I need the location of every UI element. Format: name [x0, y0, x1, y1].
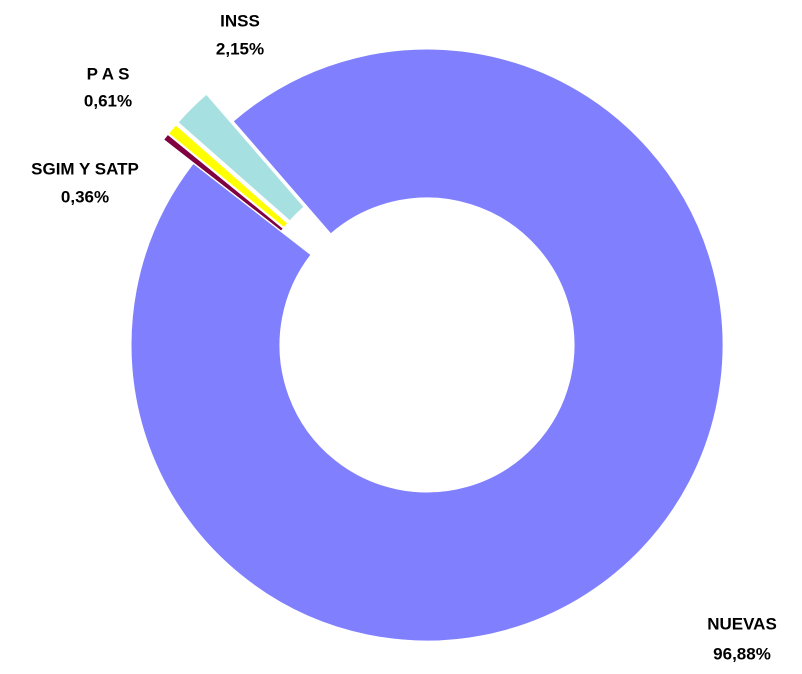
donut-slice: [177, 93, 305, 222]
slice-label: SGIM Y SATP: [31, 159, 139, 178]
slice-label: P A S: [87, 64, 130, 83]
slice-value-label: 0,36%: [61, 187, 109, 206]
slice-value-label: 96,88%: [713, 644, 771, 663]
slice-label: NUEVAS: [707, 614, 777, 633]
slice-value-label: 2,15%: [216, 39, 264, 58]
slice-label: INSS: [220, 11, 260, 30]
donut-slice: [162, 133, 284, 232]
donut-slice: [167, 124, 289, 229]
slice-value-label: 0,61%: [84, 91, 132, 110]
donut-slice: [130, 48, 724, 642]
